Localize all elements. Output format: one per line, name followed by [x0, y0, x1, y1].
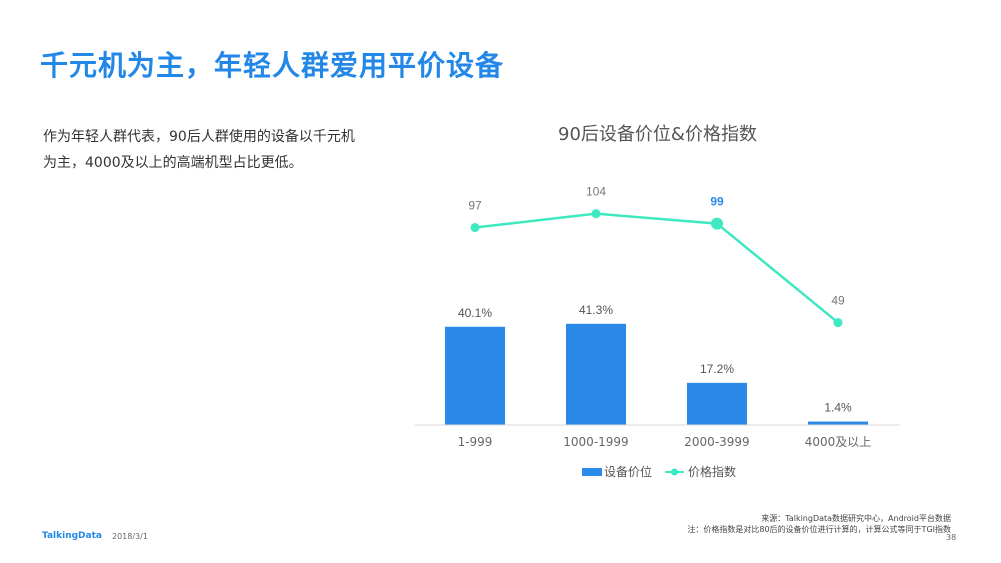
- bar-value-label: 40.1%: [458, 306, 492, 320]
- legend-label-bar: 设备价位: [604, 464, 652, 479]
- bar-value-label: 41.3%: [579, 303, 613, 317]
- x-tick-label: 1000-1999: [563, 435, 628, 449]
- line-point: [470, 223, 480, 233]
- line-value-label: 97: [468, 199, 482, 213]
- line-series-path: [474, 212, 839, 324]
- legend-label-line: 价格指数: [688, 464, 736, 479]
- bar-3: [687, 382, 747, 425]
- bar-value-label: 1.4%: [824, 401, 852, 415]
- brand-logo: TalkingData: [42, 531, 102, 541]
- chart-title: 90后设备价位&价格指数: [558, 124, 757, 145]
- description-text: 作为年轻人群代表，90后人群使用的设备以千元机为主，4000及以上的高端机型占比…: [43, 129, 355, 171]
- line-point: [711, 217, 723, 230]
- x-tick-label: 4000及以上: [805, 435, 872, 449]
- line-point: [591, 209, 601, 219]
- source-line-1: 来源：TalkingData数据研究中心，Android平台数据: [761, 514, 951, 523]
- legend-swatch-bar: [582, 468, 602, 476]
- line-value-label: 99: [710, 195, 724, 209]
- line-value-label: 104: [586, 185, 606, 199]
- bar-4: [808, 421, 868, 425]
- line-value-label: 49: [831, 294, 845, 308]
- bar-2: [566, 323, 626, 425]
- page-number: 38: [946, 533, 957, 542]
- source-note: 来源：TalkingData数据研究中心，Android平台数据 注：价格指数是…: [687, 513, 951, 535]
- footer-date: 2018/3/1: [112, 532, 148, 541]
- bar-1: [445, 326, 505, 425]
- source-line-2: 注：价格指数是对比80后的设备价位进行计算的，计算公式等同于TGI指数: [687, 525, 951, 534]
- legend-swatch-point: [671, 468, 678, 476]
- line-point: [833, 318, 843, 328]
- page-title: 千元机为主，年轻人群爱用平价设备: [40, 49, 505, 82]
- x-tick-label: 2000-3999: [684, 435, 749, 449]
- x-tick-label: 1-999: [458, 435, 493, 449]
- bar-value-label: 17.2%: [700, 362, 734, 376]
